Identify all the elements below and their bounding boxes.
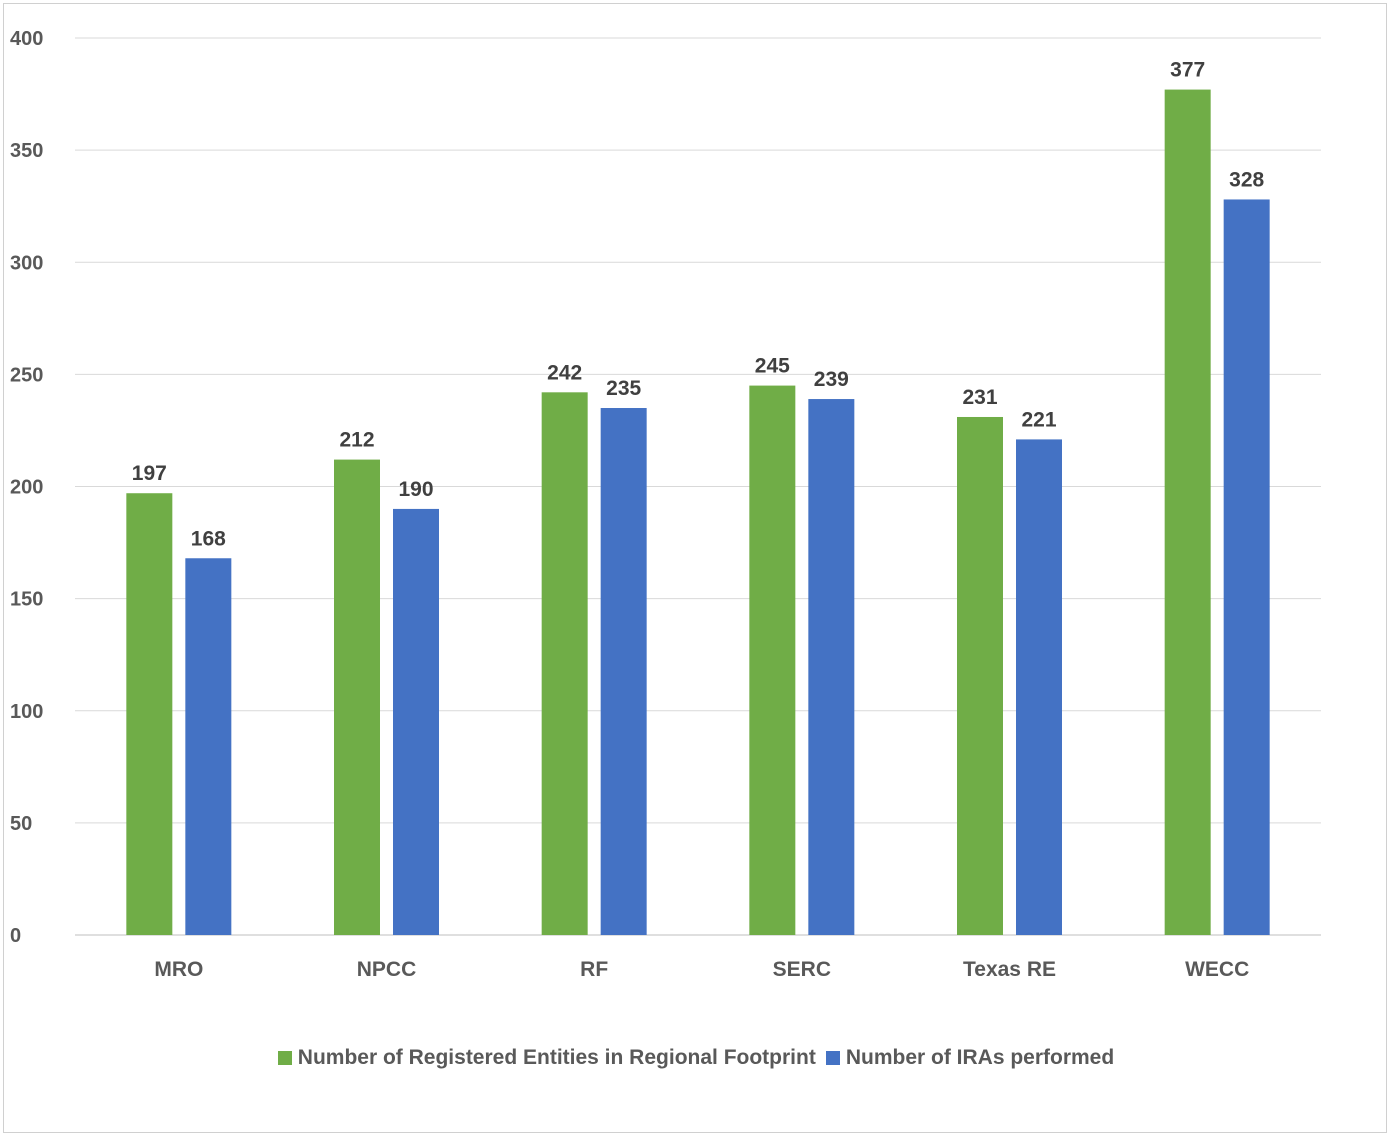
y-tick-label: 250	[10, 364, 43, 386]
y-tick-label: 350	[10, 140, 43, 162]
legend-swatch-blue	[825, 1051, 840, 1065]
bar-serc-series-1	[808, 399, 855, 936]
legend-item-registered-entities: Number of Registered Entities in Regiona…	[277, 1046, 816, 1070]
y-axis-ticks: 0 50 100 150 200 250 300 350 400	[10, 28, 43, 947]
legend-swatch-green	[277, 1051, 292, 1065]
x-category-label: SERC	[773, 958, 831, 981]
data-label: 242	[547, 361, 582, 384]
data-label: 245	[755, 355, 790, 378]
bar-texas-re-series-0	[957, 416, 1003, 935]
data-label: 235	[606, 377, 641, 400]
bar-npcc-series-1	[393, 508, 439, 935]
bar-texas-re-series-1	[1016, 439, 1062, 935]
x-category-label: RF	[580, 958, 608, 981]
x-category-label: WECC	[1185, 958, 1249, 981]
data-label: 377	[1170, 59, 1205, 82]
x-category-label: NPCC	[357, 958, 417, 981]
legend-item-iras-performed: Number of IRAs performed	[825, 1046, 1115, 1070]
data-label: 190	[398, 478, 433, 501]
bar-wecc-series-1	[1223, 199, 1270, 935]
data-label: 221	[1021, 408, 1056, 431]
bar-npcc-series-0	[334, 459, 380, 935]
data-label: 231	[962, 386, 997, 409]
legend-label: Number of IRAs performed	[845, 1046, 1115, 1069]
bar-mro-series-0	[126, 493, 173, 935]
data-label: 168	[191, 527, 226, 550]
bar-rf-series-1	[600, 408, 647, 935]
legend: Number of Registered Entities in Regiona…	[0, 1046, 1392, 1070]
data-label: 239	[814, 368, 849, 391]
data-labels: 197 168 212 190 242 235 245 239 231 221 377 328	[132, 59, 1265, 551]
y-tick-label: 300	[10, 252, 43, 274]
bar-serc-series-0	[749, 385, 796, 935]
data-label: 328	[1229, 168, 1264, 191]
bar-rf-series-0	[541, 392, 588, 935]
data-label: 197	[132, 462, 167, 485]
y-tick-label: 150	[10, 589, 43, 611]
bars	[126, 89, 1270, 936]
x-category-label: Texas RE	[963, 958, 1056, 981]
y-tick-label: 0	[10, 925, 21, 947]
data-label: 212	[339, 429, 374, 452]
y-tick-label: 200	[10, 477, 43, 499]
y-tick-label: 50	[10, 813, 32, 835]
gridlines	[75, 37, 1321, 936]
y-tick-label: 400	[10, 28, 43, 50]
y-tick-label: 100	[10, 701, 43, 723]
x-axis-categories: MRO NPCC RF SERC Texas RE WECC	[154, 958, 1249, 981]
bar-wecc-series-0	[1164, 89, 1211, 935]
legend-label: Number of Registered Entities in Regiona…	[297, 1046, 816, 1069]
chart-frame	[3, 3, 1387, 1133]
x-category-label: MRO	[154, 958, 203, 981]
bar-mro-series-1	[185, 558, 232, 935]
